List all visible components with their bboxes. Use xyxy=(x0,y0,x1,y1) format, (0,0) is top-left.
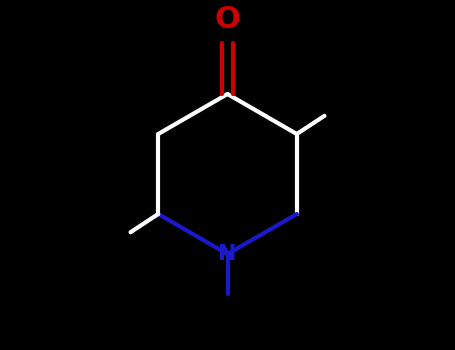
Text: N: N xyxy=(218,244,237,264)
Text: O: O xyxy=(215,5,240,34)
